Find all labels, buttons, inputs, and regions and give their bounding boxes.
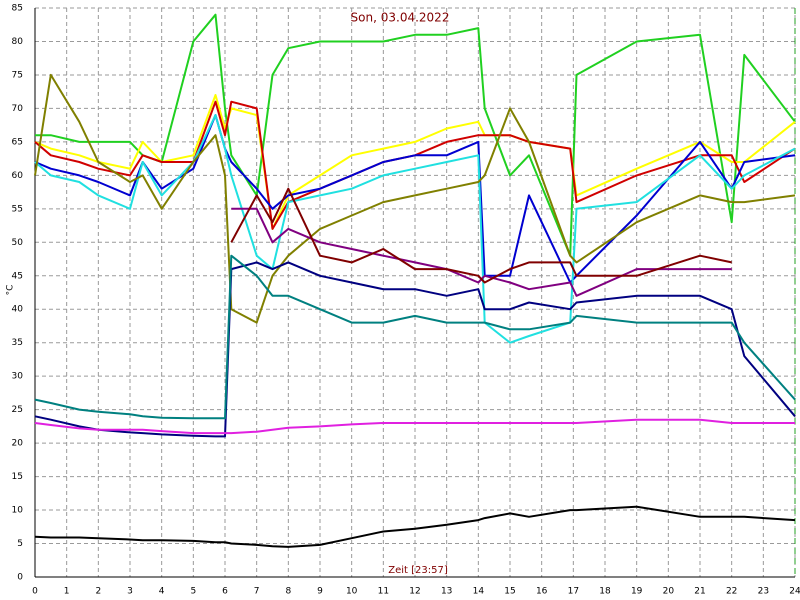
y-tick-label: 45 [12, 271, 23, 281]
x-tick-label: 15 [504, 587, 515, 597]
grid [34, 7, 796, 578]
x-tick-label: 10 [346, 587, 358, 597]
y-tick-label: 15 [12, 472, 23, 482]
y-tick-label: 85 [12, 4, 23, 14]
y-tick-label: 65 [12, 137, 23, 147]
series-line [231, 207, 732, 297]
x-tick-label: 22 [726, 587, 737, 597]
series-line [34, 94, 796, 230]
x-tick-label: 21 [694, 587, 705, 597]
series-line [34, 73, 796, 324]
series-line [230, 187, 732, 284]
x-tick-label: 8 [285, 587, 291, 597]
y-tick-label: 5 [17, 539, 23, 549]
y-tick-label: 0 [17, 573, 23, 583]
x-tick-label: 12 [409, 587, 420, 597]
x-tick-label: 18 [599, 587, 611, 597]
y-axis-label: °C [6, 285, 16, 296]
y-tick-label: 20 [12, 439, 24, 449]
y-tick-label: 60 [12, 171, 24, 181]
x-tick-label: 9 [317, 587, 323, 597]
x-tick-label: 4 [159, 587, 165, 597]
x-tick-label: 3 [127, 587, 133, 597]
x-tick-label: 24 [789, 587, 800, 597]
series-line [34, 418, 795, 435]
x-tick-label: 23 [758, 587, 769, 597]
x-tick-label: 11 [378, 587, 389, 597]
x-tick-label: 13 [441, 587, 452, 597]
x-tick-label: 0 [32, 587, 38, 597]
x-axis-label: Zeit [23:57] [388, 565, 448, 576]
chart-title: Son, 03.04.2022 [351, 11, 450, 25]
lines [34, 13, 796, 548]
x-tick-label: 16 [536, 587, 548, 597]
x-tick-label: 6 [222, 587, 228, 597]
x-tick-label: 14 [473, 587, 485, 597]
series-line [34, 254, 796, 420]
x-tick-label: 5 [190, 587, 196, 597]
x-tick-label: 7 [254, 587, 260, 597]
x-tick-label: 1 [64, 587, 70, 597]
y-tick-label: 80 [12, 37, 24, 47]
y-tick-label: 10 [12, 506, 24, 516]
y-tick-label: 70 [12, 104, 24, 114]
y-tick-label: 75 [12, 70, 23, 80]
y-tick-label: 35 [12, 338, 23, 348]
x-tick-label: 19 [631, 587, 643, 597]
y-tick-label: 55 [12, 204, 23, 214]
y-tick-label: 50 [12, 238, 24, 248]
series-line [34, 114, 796, 344]
y-tick-label: 25 [12, 405, 23, 415]
series-line [35, 13, 796, 257]
series-line [34, 505, 796, 548]
series-line [34, 261, 796, 438]
x-tick-label: 2 [95, 587, 101, 597]
x-tick-label: 17 [568, 587, 579, 597]
x-tick-label: 20 [663, 587, 675, 597]
y-tick-label: 30 [12, 372, 24, 382]
y-tick-label: 40 [12, 305, 24, 315]
